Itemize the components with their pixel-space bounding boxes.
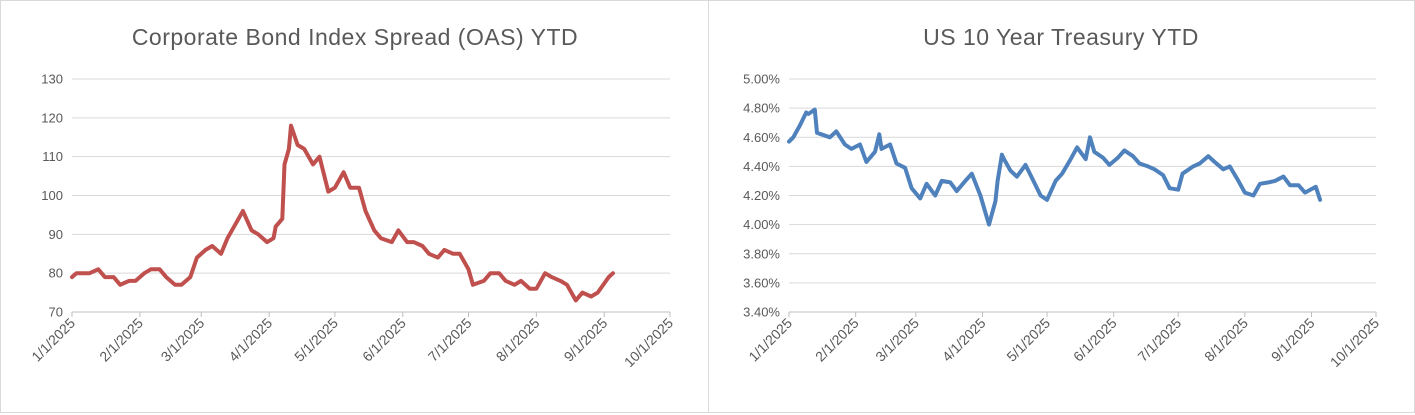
y-tick-label: 100 xyxy=(41,188,63,203)
y-tick-label: 130 xyxy=(41,72,63,87)
x-tick-label: 1/1/2025 xyxy=(28,315,78,365)
x-tick-label: 2/1/2025 xyxy=(96,315,146,365)
x-tick-label: 7/1/2025 xyxy=(425,315,475,365)
x-tick-label: 2/1/2025 xyxy=(812,315,862,365)
y-tick-label: 4.40% xyxy=(743,159,780,174)
x-tick-label: 7/1/2025 xyxy=(1134,315,1184,365)
x-tick-label: 9/1/2025 xyxy=(1268,315,1318,365)
y-tick-label: 90 xyxy=(49,227,63,242)
x-tick-label: 4/1/2025 xyxy=(939,315,989,365)
y-tick-label: 120 xyxy=(41,110,63,125)
treasury-chart: US 10 Year Treasury YTD 3.40% 3.60% 3.80% 4.… xyxy=(743,24,1383,371)
oas-series-line xyxy=(70,123,615,303)
oas-chart-panel: Corporate Bond Index Spread (OAS) YTD 70 8… xyxy=(0,0,709,413)
x-tick-label: 3/1/2025 xyxy=(872,315,922,365)
x-tick-label: 9/1/2025 xyxy=(561,315,611,365)
y-tick-label: 70 xyxy=(49,305,63,320)
chart-title: US 10 Year Treasury YTD xyxy=(923,24,1199,50)
oas-chart: Corporate Bond Index Spread (OAS) YTD 70 8… xyxy=(28,24,677,371)
y-tick-label: 4.00% xyxy=(743,217,780,232)
chart-title: Corporate Bond Index Spread (OAS) YTD xyxy=(132,24,578,50)
x-tick-label: 5/1/2025 xyxy=(1003,315,1053,365)
x-tick-label: 5/1/2025 xyxy=(291,315,341,365)
y-tick-label: 3.40% xyxy=(743,305,780,320)
gridlines xyxy=(72,78,670,313)
y-tick-label: 3.60% xyxy=(743,275,780,290)
x-tick-label: 10/1/2025 xyxy=(1327,315,1383,371)
treasury-chart-panel: US 10 Year Treasury YTD 3.40% 3.60% 3.80% 4.… xyxy=(708,0,1415,413)
y-tick-label: 4.60% xyxy=(743,130,780,145)
x-tick-label: 6/1/2025 xyxy=(1070,315,1120,365)
x-tick-label: 8/1/2025 xyxy=(1201,315,1251,365)
x-tick-label: 1/1/2025 xyxy=(745,315,795,365)
y-tick-label: 4.80% xyxy=(743,101,780,116)
x-tick-label: 4/1/2025 xyxy=(225,315,275,365)
y-tick-label: 5.00% xyxy=(743,72,780,87)
gridlines xyxy=(789,78,1376,313)
y-tick-label: 110 xyxy=(42,149,63,164)
x-tick-label: 10/1/2025 xyxy=(621,315,677,371)
y-tick-label: 4.20% xyxy=(743,188,780,203)
y-tick-label: 80 xyxy=(49,266,63,281)
x-tick-label: 8/1/2025 xyxy=(493,315,543,365)
treasury-series-line xyxy=(787,107,1323,227)
y-tick-label: 3.80% xyxy=(743,246,780,261)
x-tick-label: 6/1/2025 xyxy=(359,315,409,365)
x-tick-label: 3/1/2025 xyxy=(158,315,208,365)
